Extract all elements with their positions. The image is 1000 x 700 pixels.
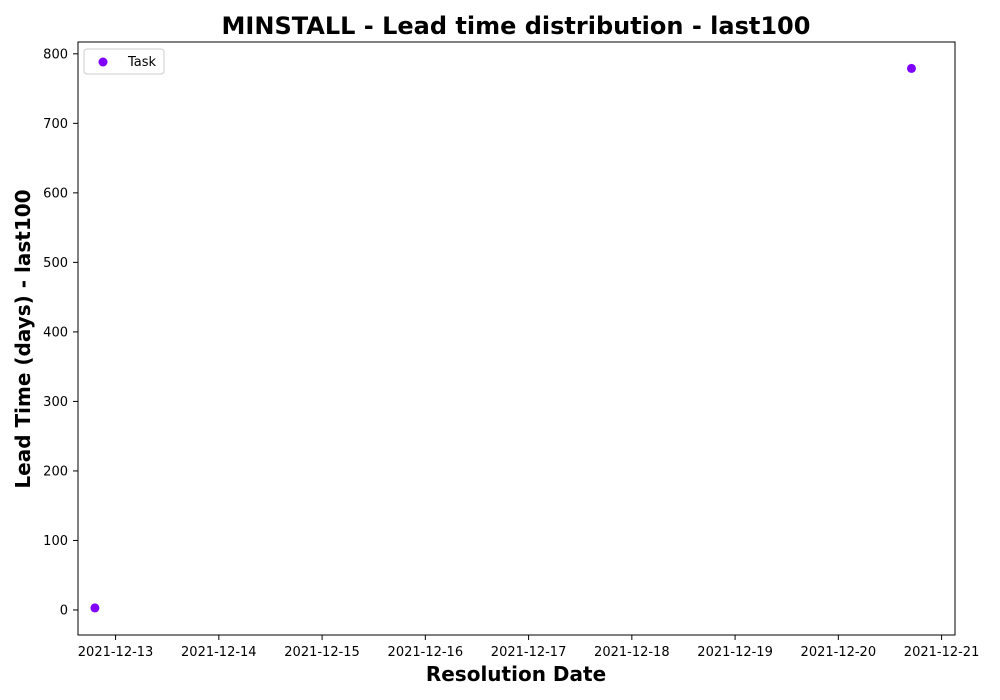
legend-label-task: Task [127,55,157,70]
y-tick-label: 800 [43,47,68,62]
chart-title: MINSTALL - Lead time distribution - last… [222,12,811,40]
y-tick-label: 400 [43,325,68,340]
x-tick-label: 2021-12-15 [284,645,360,660]
x-axis-ticks: 2021-12-13 2021-12-14 2021-12-15 2021-12-16… [78,635,980,660]
plot-area-frame [77,41,956,636]
y-tick-label: 700 [43,117,68,132]
x-tick-label: 2021-12-17 [491,645,567,660]
legend: Task [83,48,165,75]
legend-marker-task [98,57,108,67]
data-point [90,603,100,613]
x-tick-label: 2021-12-13 [78,645,154,660]
y-tick-label: 0 [60,603,68,618]
y-tick-label: 600 [43,186,68,201]
y-tick-label: 300 [43,395,68,410]
legend-box [83,48,165,75]
y-tick-label: 200 [43,464,68,479]
y-axis-label: Lead Time (days) - last100 [11,189,35,488]
x-tick-label: 2021-12-18 [594,645,670,660]
x-axis-label: Resolution Date [426,662,606,686]
y-tick-label: 100 [43,534,68,549]
x-tick-label: 2021-12-21 [904,645,980,660]
data-points [90,63,916,613]
x-tick-label: 2021-12-16 [388,645,464,660]
x-tick-label: 2021-12-14 [181,645,257,660]
y-tick-label: 500 [43,256,68,271]
y-axis-ticks: 0 100 200 300 400 500 600 700 800 [43,47,78,618]
x-tick-label: 2021-12-19 [697,645,773,660]
x-tick-label: 2021-12-20 [801,645,877,660]
data-point [906,63,916,73]
